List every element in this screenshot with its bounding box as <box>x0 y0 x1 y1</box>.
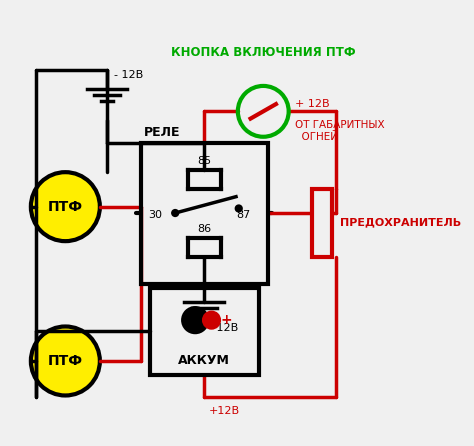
Text: 30: 30 <box>148 210 162 220</box>
Text: ОТ ГАБАРИТНЫХ
  ОГНЕЙ: ОТ ГАБАРИТНЫХ ОГНЕЙ <box>295 120 385 142</box>
Text: ПТФ: ПТФ <box>48 354 83 368</box>
Circle shape <box>31 326 100 396</box>
Text: - 12В: - 12В <box>209 323 238 333</box>
Circle shape <box>182 307 208 333</box>
Text: 85: 85 <box>197 156 211 166</box>
Text: РЕЛЕ: РЕЛЕ <box>144 126 180 139</box>
Text: ПТФ: ПТФ <box>48 200 83 214</box>
Circle shape <box>203 312 219 328</box>
Text: 87: 87 <box>236 210 250 220</box>
Text: ПРЕДОХРАНИТЕЛЬ: ПРЕДОХРАНИТЕЛЬ <box>340 217 462 227</box>
Text: АККУМ: АККУМ <box>178 355 230 368</box>
Text: КНОПКА ВКЛЮЧЕНИЯ ПТФ: КНОПКА ВКЛЮЧЕНИЯ ПТФ <box>171 46 356 59</box>
Text: 86: 86 <box>197 224 211 234</box>
Circle shape <box>31 172 100 241</box>
Bar <box>150 289 259 375</box>
Bar <box>141 143 268 284</box>
Text: +12В: +12В <box>209 406 240 416</box>
Text: +: + <box>220 313 232 327</box>
Circle shape <box>236 206 241 211</box>
Circle shape <box>173 211 178 216</box>
Text: - 12В: - 12В <box>114 70 144 80</box>
Text: + 12В: + 12В <box>295 99 329 109</box>
Bar <box>312 189 332 256</box>
